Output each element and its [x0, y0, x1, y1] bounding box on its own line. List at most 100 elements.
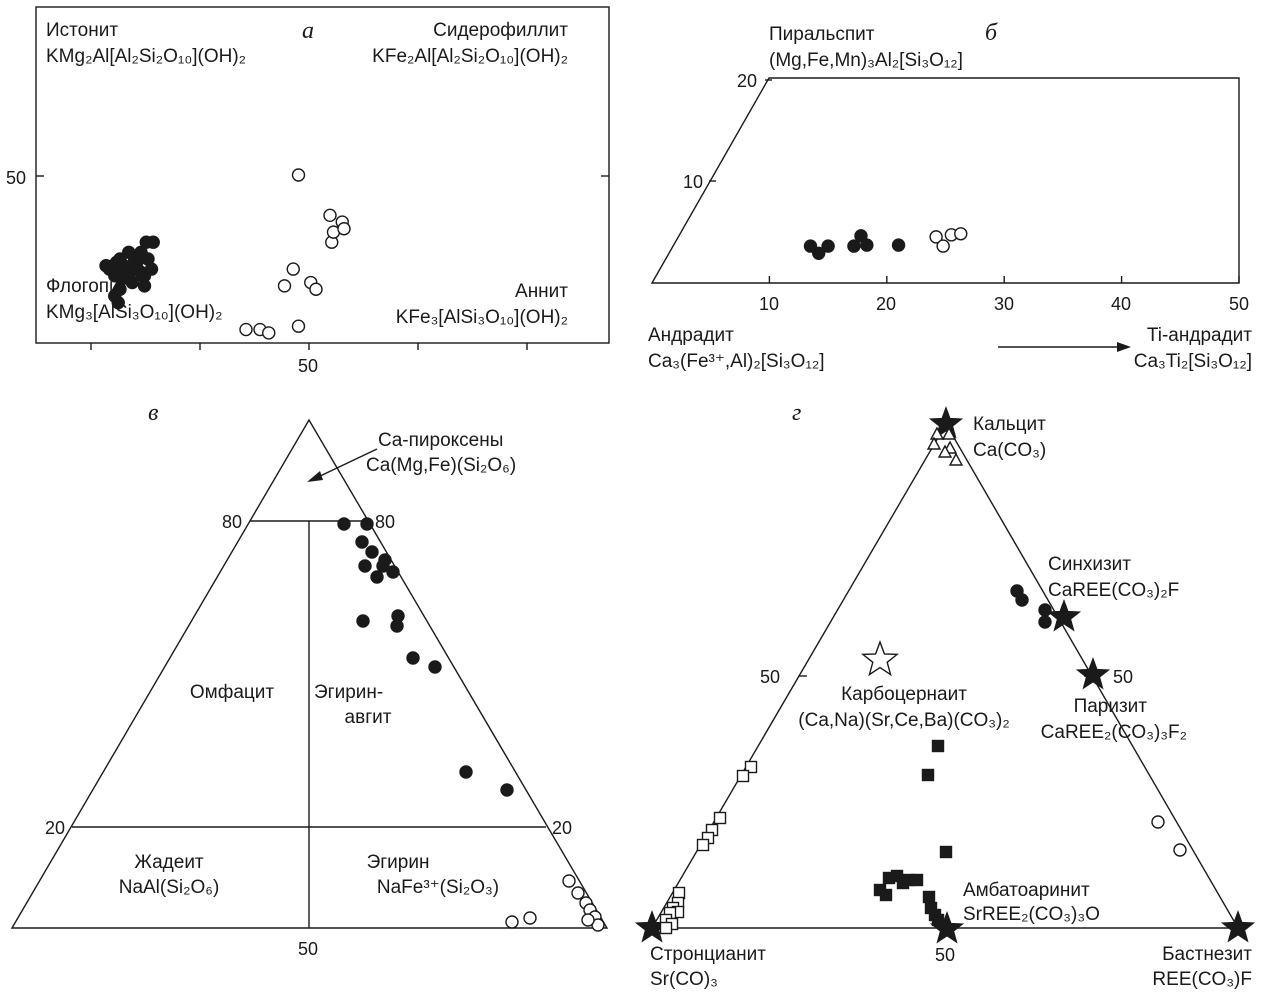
formula-annit: KFe₃[AlSi₃O₁₀](OH)₂ — [396, 307, 568, 328]
filled-square-point — [931, 913, 945, 927]
panel-c-tick-50: 50 — [298, 939, 318, 959]
open-circle-point — [286, 262, 300, 276]
filled-square-point — [879, 888, 893, 902]
open-circle-point — [929, 230, 943, 244]
panel-c-letter: в — [148, 400, 158, 426]
open-circle-point — [562, 874, 576, 888]
panel-d-tick-50-bottom: 50 — [935, 945, 955, 965]
filled-circle-point — [390, 619, 404, 633]
panel-a-y-tick-50: 50 — [6, 168, 26, 188]
label-piralspit: Пиральспит — [769, 24, 875, 45]
open-circle-point — [1173, 843, 1187, 857]
filled-star-point — [1046, 598, 1082, 632]
formula-stroncianit: Sr(CO)₃ — [650, 969, 718, 990]
panel-c-points — [337, 517, 605, 932]
panel-a-x-tick-50: 50 — [298, 356, 318, 376]
open-circle-point — [291, 319, 306, 333]
panel-b-trapezoid — [650, 77, 1240, 284]
open-star-point — [860, 639, 900, 677]
label-bastnezit: Бастнезит — [1162, 944, 1252, 965]
label-annit: Аннит — [515, 281, 568, 302]
filled-circle-point — [847, 239, 861, 253]
filled-circle-point — [146, 235, 160, 249]
formula-andradit: Ca₃(Fe³⁺,Al)₂[Si₃O₁₂] — [648, 351, 825, 372]
panel-a-bottom-ticks — [90, 343, 528, 350]
filled-circle-point — [144, 262, 159, 276]
panel-b-y-ticks — [709, 79, 772, 182]
label-istonit: Истонит — [46, 20, 118, 41]
open-square-point — [659, 921, 673, 935]
panel-b-y-tick-20: 20 — [737, 71, 757, 91]
panel-d-tick-50-right: 50 — [1113, 667, 1133, 687]
panel-b-arrow — [998, 342, 1131, 352]
filled-star-point — [1220, 909, 1256, 943]
filled-circle-point — [376, 559, 390, 573]
filled-square-point — [939, 845, 953, 859]
panel-b: 10 20 10 20 30 40 50 б Пиральспит (Mg,Fe… — [648, 20, 1252, 372]
open-circle-point — [239, 322, 253, 337]
panel-b-letter: б — [985, 20, 998, 46]
filled-circle-point — [358, 559, 372, 573]
open-triangle-point — [941, 426, 957, 440]
open-square-point — [736, 769, 750, 783]
label-omfacit: Омфацит — [190, 682, 275, 703]
open-circle-point — [936, 239, 950, 253]
label-ambatoarinit: Амбатоаринит — [963, 880, 1090, 901]
open-circle-point — [954, 227, 968, 241]
filled-circle-point — [360, 517, 374, 531]
formula-parizit: CaREE₂(CO₃)₃F₂ — [1041, 722, 1187, 743]
panel-a-points — [99, 168, 351, 340]
panel-a-frame — [35, 6, 610, 344]
label-sinhizit: Синхизит — [1048, 554, 1131, 575]
label-zhadeit: Жадеит — [134, 852, 204, 873]
label-egirin-avgit-2: авгит — [345, 707, 392, 728]
filled-star-point — [928, 405, 964, 439]
filled-square-point — [922, 890, 936, 904]
filled-square-point — [910, 873, 924, 887]
open-circle-point — [571, 886, 585, 900]
panel-b-x-tick-20: 20 — [876, 294, 896, 314]
formula-piralspit: (Mg,Fe,Mn)₃Al₂[Si₃O₁₂] — [769, 50, 963, 71]
label-egirin-avgit-1: Эгирин- — [314, 682, 383, 703]
formula-ti-andradit: Ca₃Ti₂[Si₃O₁₂] — [1134, 351, 1252, 372]
filled-square-point — [921, 768, 935, 782]
filled-circle-point — [406, 651, 420, 665]
label-stroncianit: Стронцианит — [650, 944, 766, 965]
filled-circle-point — [137, 279, 152, 293]
panel-a-letter: а — [302, 18, 314, 44]
formula-flogopit: KMg₃[AlSi₃O₁₀](OH)₂ — [46, 302, 223, 323]
filled-star-point — [1075, 656, 1111, 690]
panel-c-arrow — [307, 448, 378, 482]
open-triangle-point — [926, 436, 942, 450]
filled-circle-point — [1015, 593, 1029, 607]
open-circle-point — [323, 208, 337, 223]
open-square-point — [744, 760, 758, 774]
open-circle-point — [277, 279, 292, 293]
panel-b-x-tick-50: 50 — [1229, 294, 1249, 314]
label-siderofillit: Сидерофиллит — [433, 20, 568, 41]
filled-circle-point — [891, 238, 906, 252]
label-flogopit: Флогопит — [46, 276, 129, 297]
open-circle-point — [291, 168, 306, 182]
label-ca-piroxeny: Ca-пироксены — [378, 430, 503, 451]
label-karbocernait: Карбоцернаит — [841, 684, 967, 705]
filled-circle-point — [821, 239, 835, 253]
filled-circle-point — [812, 246, 826, 260]
formula-bastnezit: REE(CO₃)F — [1152, 969, 1252, 990]
filled-circle-point — [860, 238, 874, 252]
panel-b-points — [803, 227, 968, 260]
formula-sinhizit: CaREE(CO₃)₂F — [1048, 580, 1179, 601]
panel-b-x-tick-30: 30 — [994, 294, 1014, 314]
label-kalcit: Кальцит — [973, 414, 1046, 435]
panel-a: 50 50 а Истонит KMg₂Al[Al₂Si₂O₁₀](OH)₂ С… — [6, 6, 610, 376]
label-ti-andradit: Ti-андрадит — [1147, 325, 1252, 346]
formula-karbocernait: (Ca,Na)(Sr,Ce,Ba)(CO₃)₂ — [798, 710, 1009, 731]
filled-circle-point — [500, 783, 514, 797]
formula-siderofillit: KFe₂Al[Al₂Si₂O₁₀](OH)₂ — [372, 46, 568, 67]
panel-c-tick-80-right: 80 — [375, 512, 395, 532]
panel-b-x-tick-40: 40 — [1111, 294, 1131, 314]
filled-circle-point — [125, 275, 139, 290]
filled-circle-point — [337, 517, 351, 531]
filled-circle-point — [356, 614, 370, 628]
